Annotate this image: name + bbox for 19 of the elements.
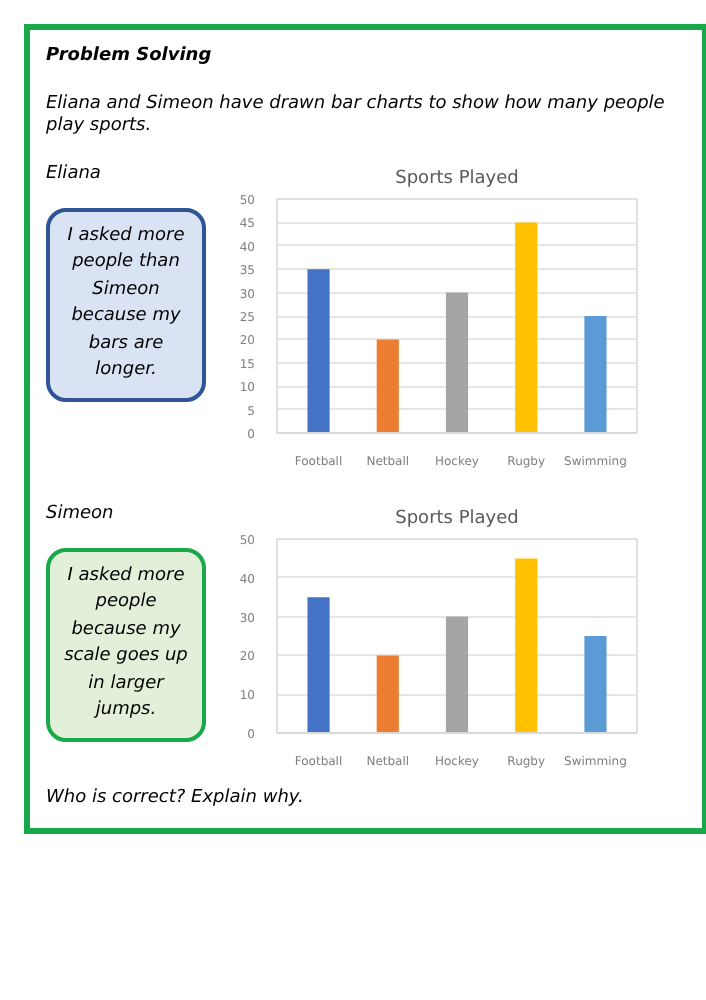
text: Eliana and Simeon have drawn bar charts to show how many people play sports. (46, 93, 667, 141)
bar (515, 222, 538, 434)
chart-title: Sports Played (395, 509, 519, 530)
bar (515, 558, 538, 734)
bar (376, 655, 399, 734)
bar (307, 269, 330, 434)
bar (445, 292, 469, 434)
chart-title: Sports Played (395, 169, 519, 190)
bar (445, 616, 469, 734)
text: Simeon (46, 504, 114, 528)
bar (307, 597, 330, 734)
bar (584, 636, 607, 734)
bar (584, 316, 607, 434)
text: Problem Solving (46, 46, 212, 70)
bar (376, 339, 399, 434)
text: Who is correct? Explain why. (46, 788, 304, 812)
text: I asked more people because my scale goes up in larger jumps. (62, 563, 190, 725)
text: I asked more people than Simeon because my bars are longer. (65, 223, 187, 385)
text: Eliana (46, 164, 101, 188)
